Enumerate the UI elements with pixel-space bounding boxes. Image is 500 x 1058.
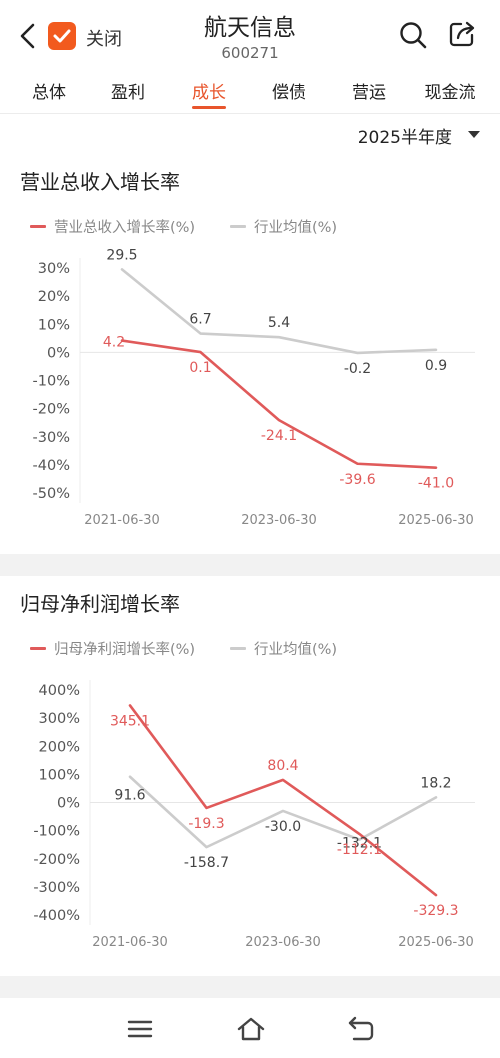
- y-tick-label: 100%: [39, 767, 80, 783]
- tab-cashflow[interactable]: 现金流: [424, 83, 476, 103]
- app-header: 关闭 航天信息 600271: [0, 0, 500, 72]
- legend-label-main: 归母净利润增长率(%): [54, 642, 196, 658]
- series-line-industry: [120, 268, 438, 355]
- share-icon[interactable]: [447, 19, 477, 49]
- back-arrow-icon[interactable]: [14, 22, 40, 50]
- category-tabs: 总体 盈利 成长 偿债 营运 现金流: [0, 72, 500, 114]
- data-label: 0.9: [425, 358, 447, 374]
- x-tick-label: 2025-06-30: [398, 935, 474, 950]
- y-tick-label: -300%: [33, 880, 80, 896]
- y-tick-label: 200%: [39, 739, 80, 755]
- y-tick-label: 300%: [39, 711, 80, 727]
- y-tick-label: 0%: [57, 796, 80, 812]
- tab-operation[interactable]: 营运: [352, 83, 386, 103]
- x-tick-label: 2025-06-30: [398, 513, 474, 528]
- data-label: 29.5: [106, 247, 137, 263]
- data-label: -41.0: [418, 476, 454, 492]
- series-line-main: [128, 704, 438, 897]
- data-label: -30.0: [265, 819, 301, 835]
- legend-swatch-industry: [230, 647, 246, 650]
- app-logo-icon: [48, 22, 76, 50]
- data-label: -39.6: [339, 472, 375, 488]
- caret-down-icon: [468, 131, 480, 138]
- series-line-main: [120, 339, 438, 469]
- tab-solvency[interactable]: 偿债: [272, 83, 306, 103]
- series-line-industry: [128, 775, 438, 849]
- y-tick-label: -200%: [33, 852, 80, 868]
- tab-profitability[interactable]: 盈利: [111, 83, 145, 103]
- close-button[interactable]: 关闭: [86, 29, 122, 50]
- data-label: -132.1: [337, 836, 382, 852]
- legend-swatch-main: [30, 225, 46, 228]
- y-tick-label: -10%: [33, 374, 70, 390]
- legend-swatch-main: [30, 647, 46, 650]
- stock-code: 600271: [221, 44, 279, 62]
- data-label: 18.2: [420, 775, 451, 791]
- data-label: 345.1: [110, 713, 150, 729]
- y-tick-label: -50%: [33, 486, 70, 502]
- x-tick-label: 2021-06-30: [84, 513, 160, 528]
- net-profit-growth-chart: 400% 300% 200% 100% 0% -100% -200% -300% -400% 20…: [33, 680, 475, 950]
- legend-swatch-industry: [230, 225, 246, 228]
- legend-label-industry: 行业均值(%): [254, 642, 338, 658]
- x-tick-label: 2021-06-30: [92, 935, 168, 950]
- x-tick-label: 2023-06-30: [245, 935, 321, 950]
- home-icon[interactable]: [236, 1014, 266, 1044]
- y-tick-label: -40%: [33, 458, 70, 474]
- data-label: 5.4: [268, 315, 290, 331]
- data-label: 0.1: [189, 360, 211, 376]
- chart-title: 归母净利润增长率: [20, 592, 180, 616]
- y-tick-label: 10%: [38, 317, 70, 333]
- data-label: -158.7: [184, 855, 229, 871]
- active-tab-indicator: [192, 106, 226, 109]
- data-label: 6.7: [189, 312, 211, 328]
- tab-overall[interactable]: 总体: [32, 83, 66, 103]
- back-icon[interactable]: [346, 1014, 376, 1044]
- data-label: -329.3: [413, 903, 458, 919]
- y-tick-label: -20%: [33, 402, 70, 418]
- y-tick-label: 0%: [47, 345, 70, 361]
- tab-growth[interactable]: 成长: [192, 83, 226, 103]
- data-label: -24.1: [261, 428, 297, 444]
- period-selector[interactable]: 2025半年度: [0, 114, 500, 154]
- search-icon[interactable]: [398, 20, 428, 50]
- y-tick-label: -400%: [33, 908, 80, 924]
- data-label: 91.6: [114, 788, 145, 804]
- y-tick-label: 20%: [38, 289, 70, 305]
- data-label: -112.1: [337, 842, 382, 858]
- y-tick-label: -100%: [33, 824, 80, 840]
- data-label: -19.3: [188, 816, 224, 832]
- x-tick-label: 2023-06-30: [241, 513, 317, 528]
- data-label: 80.4: [267, 758, 298, 774]
- legend-label-main: 营业总收入增长率(%): [54, 220, 196, 236]
- y-tick-label: 400%: [39, 683, 80, 699]
- revenue-growth-card: 营业总收入增长率 营业总收入增长率(%) 行业均值(%) 30% 20% 10% 0%…: [0, 154, 500, 554]
- net-profit-growth-card: 归母净利润增长率 归母净利润增长率(%) 行业均值(%) 400% 300% 200…: [0, 576, 500, 976]
- y-tick-label: -30%: [33, 430, 70, 446]
- system-nav-bar: [0, 998, 500, 1058]
- data-label: -0.2: [344, 361, 371, 377]
- y-tick-label: 30%: [38, 261, 70, 277]
- menu-icon[interactable]: [125, 1014, 155, 1044]
- chart-title: 营业总收入增长率: [20, 170, 180, 194]
- revenue-growth-chart: 30% 20% 10% 0% -10% -20% -30% -40% -50% 2021-06-3…: [33, 247, 475, 528]
- data-label: 4.2: [103, 335, 125, 351]
- legend-label-industry: 行业均值(%): [254, 220, 338, 236]
- period-label: 2025半年度: [357, 128, 452, 148]
- stock-name: 航天信息: [204, 15, 296, 41]
